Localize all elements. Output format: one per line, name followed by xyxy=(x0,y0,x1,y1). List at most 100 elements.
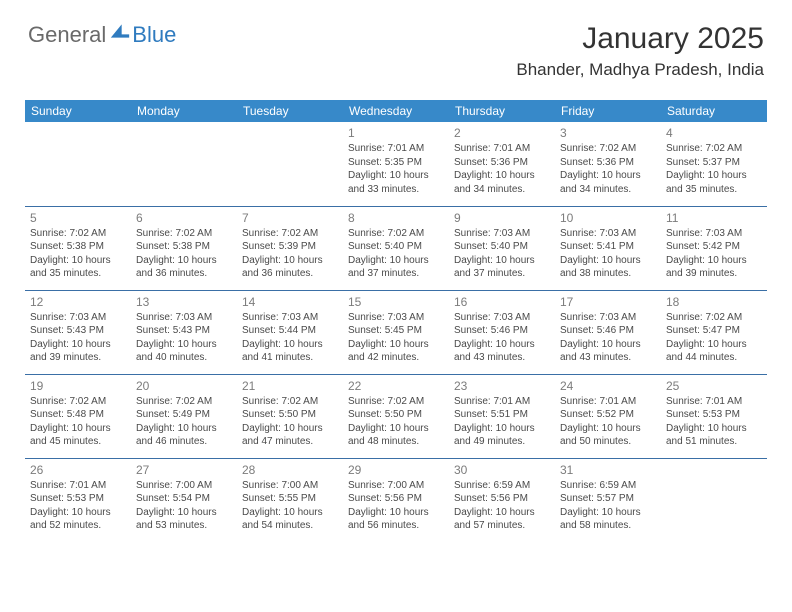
day-info: Sunrise: 6:59 AMSunset: 5:57 PMDaylight:… xyxy=(560,479,656,533)
day-header: Tuesday xyxy=(237,100,343,122)
day-info: Sunrise: 7:01 AMSunset: 5:52 PMDaylight:… xyxy=(560,395,656,449)
day-number: 12 xyxy=(30,295,126,309)
day-number: 1 xyxy=(348,126,444,140)
day-info: Sunrise: 7:01 AMSunset: 5:35 PMDaylight:… xyxy=(348,142,444,196)
day-number: 17 xyxy=(560,295,656,309)
month-title: January 2025 xyxy=(516,22,764,56)
day-info: Sunrise: 7:02 AMSunset: 5:40 PMDaylight:… xyxy=(348,227,444,281)
day-cell: 20Sunrise: 7:02 AMSunset: 5:49 PMDayligh… xyxy=(131,374,237,458)
day-cell: 16 Sunrise: 7:03 AMSunset: 5:46 PMDayligh… xyxy=(449,290,555,374)
week-row: 5 Sunrise: 7:02 AMSunset: 5:38 PMDaylight… xyxy=(25,206,767,290)
day-info: Sunrise: 7:01 AMSunset: 5:51 PMDaylight:… xyxy=(454,395,550,449)
calendar-table: SundayMondayTuesdayWednesdayThursdayFrid… xyxy=(25,100,767,542)
day-header: Friday xyxy=(555,100,661,122)
day-number: 16 xyxy=(454,295,550,309)
week-row: 12 Sunrise: 7:03 AMSunset: 5:43 PMDayligh… xyxy=(25,290,767,374)
day-number: 24 xyxy=(560,379,656,393)
day-cell: 27Sunrise: 7:00 AMSunset: 5:54 PMDayligh… xyxy=(131,458,237,542)
day-number: 6 xyxy=(136,211,232,225)
day-info: Sunrise: 7:03 AMSunset: 5:43 PMDaylight:… xyxy=(30,311,126,365)
brand-part1: General xyxy=(28,22,106,48)
day-header: Thursday xyxy=(449,100,555,122)
day-header: Saturday xyxy=(661,100,767,122)
day-info: Sunrise: 7:01 AMSunset: 5:53 PMDaylight:… xyxy=(666,395,762,449)
day-info: Sunrise: 7:03 AMSunset: 5:45 PMDaylight:… xyxy=(348,311,444,365)
location-subtitle: Bhander, Madhya Pradesh, India xyxy=(516,60,764,80)
day-cell: 10 Sunrise: 7:03 AMSunset: 5:41 PMDayligh… xyxy=(555,206,661,290)
day-info: Sunrise: 7:00 AMSunset: 5:56 PMDaylight:… xyxy=(348,479,444,533)
day-cell: 2Sunrise: 7:01 AMSunset: 5:36 PMDaylight… xyxy=(449,122,555,206)
day-number: 15 xyxy=(348,295,444,309)
calendar-head: SundayMondayTuesdayWednesdayThursdayFrid… xyxy=(25,100,767,122)
brand-logo: General Blue xyxy=(28,22,176,48)
day-cell: 22Sunrise: 7:02 AMSunset: 5:50 PMDayligh… xyxy=(343,374,449,458)
day-cell: 19 Sunrise: 7:02 AMSunset: 5:48 PMDayligh… xyxy=(25,374,131,458)
brand-part2: Blue xyxy=(132,22,176,48)
day-cell: 5 Sunrise: 7:02 AMSunset: 5:38 PMDaylight… xyxy=(25,206,131,290)
day-info: Sunrise: 7:03 AMSunset: 5:46 PMDaylight:… xyxy=(560,311,656,365)
week-row: 19 Sunrise: 7:02 AMSunset: 5:48 PMDayligh… xyxy=(25,374,767,458)
day-number: 20 xyxy=(136,379,232,393)
day-info: Sunrise: 7:02 AMSunset: 5:37 PMDaylight:… xyxy=(666,142,762,196)
day-header-row: SundayMondayTuesdayWednesdayThursdayFrid… xyxy=(25,100,767,122)
day-cell: 11Sunrise: 7:03 AMSunset: 5:42 PMDayligh… xyxy=(661,206,767,290)
day-number: 5 xyxy=(30,211,126,225)
day-cell: 29 Sunrise: 7:00 AMSunset: 5:56 PMDayligh… xyxy=(343,458,449,542)
empty-cell xyxy=(237,122,343,206)
day-number: 7 xyxy=(242,211,338,225)
day-number: 9 xyxy=(454,211,550,225)
day-header: Wednesday xyxy=(343,100,449,122)
day-cell: 26 Sunrise: 7:01 AMSunset: 5:53 PMDayligh… xyxy=(25,458,131,542)
title-block: January 2025 Bhander, Madhya Pradesh, In… xyxy=(516,22,764,80)
day-header: Sunday xyxy=(25,100,131,122)
day-info: Sunrise: 7:02 AMSunset: 5:38 PMDaylight:… xyxy=(136,227,232,281)
day-info: Sunrise: 7:02 AMSunset: 5:38 PMDaylight:… xyxy=(30,227,126,281)
day-cell: 6 Sunrise: 7:02 AMSunset: 5:38 PMDaylight… xyxy=(131,206,237,290)
day-info: Sunrise: 7:02 AMSunset: 5:50 PMDaylight:… xyxy=(348,395,444,449)
day-number: 29 xyxy=(348,463,444,477)
day-cell: 25 Sunrise: 7:01 AMSunset: 5:53 PMDayligh… xyxy=(661,374,767,458)
day-number: 4 xyxy=(666,126,762,140)
day-cell: 30Sunrise: 6:59 AMSunset: 5:56 PMDayligh… xyxy=(449,458,555,542)
day-cell: 15 Sunrise: 7:03 AMSunset: 5:45 PMDayligh… xyxy=(343,290,449,374)
day-info: Sunrise: 7:03 AMSunset: 5:44 PMDaylight:… xyxy=(242,311,338,365)
brand-sail-icon xyxy=(110,23,130,39)
day-info: Sunrise: 7:01 AMSunset: 5:53 PMDaylight:… xyxy=(30,479,126,533)
day-number: 31 xyxy=(560,463,656,477)
day-info: Sunrise: 7:03 AMSunset: 5:40 PMDaylight:… xyxy=(454,227,550,281)
day-number: 13 xyxy=(136,295,232,309)
calendar-body: 1 Sunrise: 7:01 AMSunset: 5:35 PMDaylight… xyxy=(25,122,767,542)
day-cell: 23 Sunrise: 7:01 AMSunset: 5:51 PMDayligh… xyxy=(449,374,555,458)
day-cell: 17 Sunrise: 7:03 AMSunset: 5:46 PMDayligh… xyxy=(555,290,661,374)
day-info: Sunrise: 7:02 AMSunset: 5:36 PMDaylight:… xyxy=(560,142,656,196)
day-number: 10 xyxy=(560,211,656,225)
day-number: 28 xyxy=(242,463,338,477)
empty-cell xyxy=(661,458,767,542)
day-cell: 14Sunrise: 7:03 AMSunset: 5:44 PMDayligh… xyxy=(237,290,343,374)
day-number: 21 xyxy=(242,379,338,393)
day-number: 30 xyxy=(454,463,550,477)
day-number: 25 xyxy=(666,379,762,393)
day-cell: 21 Sunrise: 7:02 AMSunset: 5:50 PMDayligh… xyxy=(237,374,343,458)
day-header: Monday xyxy=(131,100,237,122)
day-info: Sunrise: 7:02 AMSunset: 5:48 PMDaylight:… xyxy=(30,395,126,449)
week-row: 1 Sunrise: 7:01 AMSunset: 5:35 PMDaylight… xyxy=(25,122,767,206)
day-info: Sunrise: 7:00 AMSunset: 5:55 PMDaylight:… xyxy=(242,479,338,533)
day-info: Sunrise: 7:02 AMSunset: 5:39 PMDaylight:… xyxy=(242,227,338,281)
day-info: Sunrise: 7:02 AMSunset: 5:50 PMDaylight:… xyxy=(242,395,338,449)
day-cell: 12 Sunrise: 7:03 AMSunset: 5:43 PMDayligh… xyxy=(25,290,131,374)
day-number: 18 xyxy=(666,295,762,309)
day-number: 11 xyxy=(666,211,762,225)
day-number: 26 xyxy=(30,463,126,477)
empty-cell xyxy=(131,122,237,206)
week-row: 26 Sunrise: 7:01 AMSunset: 5:53 PMDayligh… xyxy=(25,458,767,542)
day-cell: 31 Sunrise: 6:59 AMSunset: 5:57 PMDayligh… xyxy=(555,458,661,542)
day-info: Sunrise: 7:03 AMSunset: 5:46 PMDaylight:… xyxy=(454,311,550,365)
day-number: 3 xyxy=(560,126,656,140)
day-cell: 3 Sunrise: 7:02 AMSunset: 5:36 PMDaylight… xyxy=(555,122,661,206)
day-number: 23 xyxy=(454,379,550,393)
day-cell: 24 Sunrise: 7:01 AMSunset: 5:52 PMDayligh… xyxy=(555,374,661,458)
day-number: 2 xyxy=(454,126,550,140)
day-info: Sunrise: 7:03 AMSunset: 5:41 PMDaylight:… xyxy=(560,227,656,281)
day-number: 19 xyxy=(30,379,126,393)
